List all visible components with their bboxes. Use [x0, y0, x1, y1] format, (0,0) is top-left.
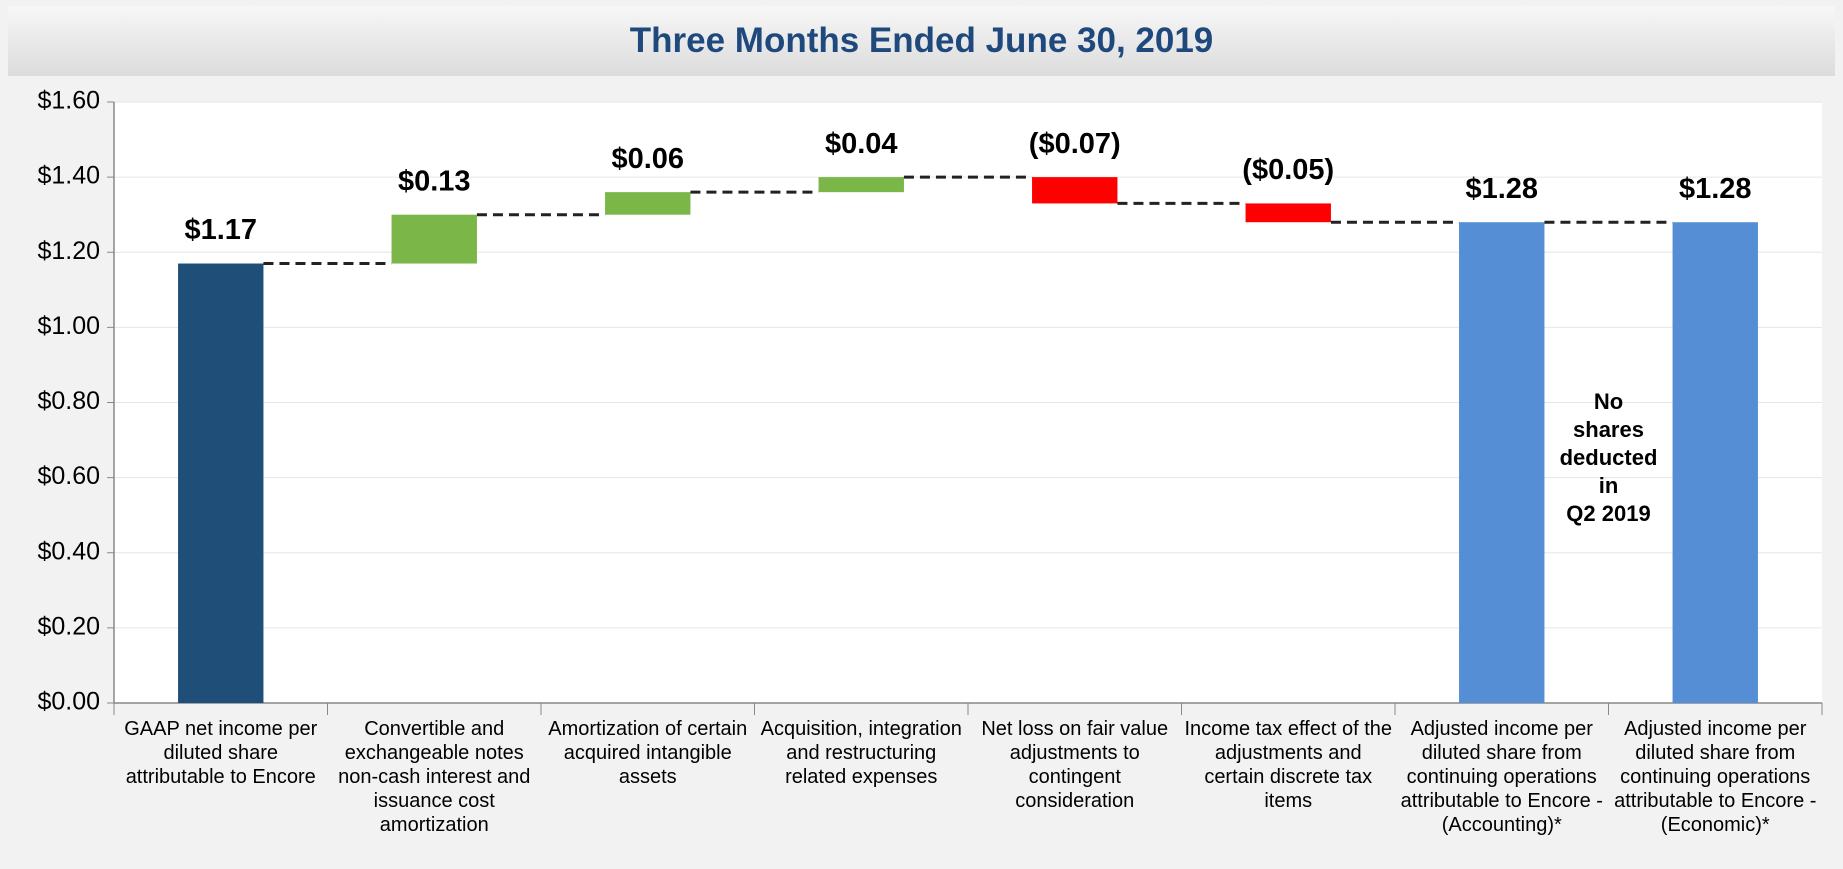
bar [1672, 222, 1758, 703]
value-label: $0.04 [825, 128, 898, 160]
bar [1032, 177, 1118, 204]
annotation: No shares deducted in Q2 2019 [1559, 389, 1658, 526]
value-label: $0.13 [398, 165, 471, 197]
title-bar: Three Months Ended June 30, 2019 [8, 6, 1835, 76]
y-tick-label: $0.60 [37, 462, 100, 490]
y-tick-label: $1.60 [37, 87, 100, 115]
y-tick-label: $1.20 [37, 237, 100, 265]
y-tick-label: $0.80 [37, 387, 100, 415]
x-tick-label: GAAP net income per diluted share attrib… [124, 718, 318, 788]
x-tick-label: Income tax effect of the adjustments and… [1184, 718, 1393, 812]
value-label: ($0.07) [1029, 128, 1121, 160]
bar [818, 177, 904, 193]
bar [605, 192, 691, 215]
bar [1245, 203, 1331, 223]
x-tick-label: Net loss on fair value adjustments to co… [981, 718, 1169, 812]
y-tick-label: $1.00 [37, 312, 100, 340]
y-tick-label: $0.00 [37, 688, 100, 716]
y-tick-label: $0.40 [37, 537, 100, 565]
x-tick-label: Adjusted income per diluted share from c… [1614, 718, 1817, 836]
x-tick-label: Acquisition, integration and restructuri… [760, 718, 962, 788]
chart-title: Three Months Ended June 30, 2019 [629, 21, 1214, 60]
x-tick-label: Amortization of certain acquired intangi… [548, 718, 748, 788]
y-tick-label: $0.20 [37, 612, 100, 640]
bar [178, 263, 264, 703]
x-tick-label: Adjusted income per diluted share from c… [1400, 718, 1603, 836]
value-label: ($0.05) [1242, 154, 1334, 186]
bar [391, 214, 477, 264]
value-label: $1.28 [1679, 173, 1752, 205]
value-label: $1.28 [1465, 173, 1538, 205]
value-label: $0.06 [611, 143, 684, 175]
value-label: $1.17 [184, 214, 257, 246]
y-tick-label: $1.40 [37, 162, 100, 190]
x-tick-label: Convertible and exchangeable notes non-c… [338, 718, 531, 836]
bar [1459, 222, 1545, 703]
